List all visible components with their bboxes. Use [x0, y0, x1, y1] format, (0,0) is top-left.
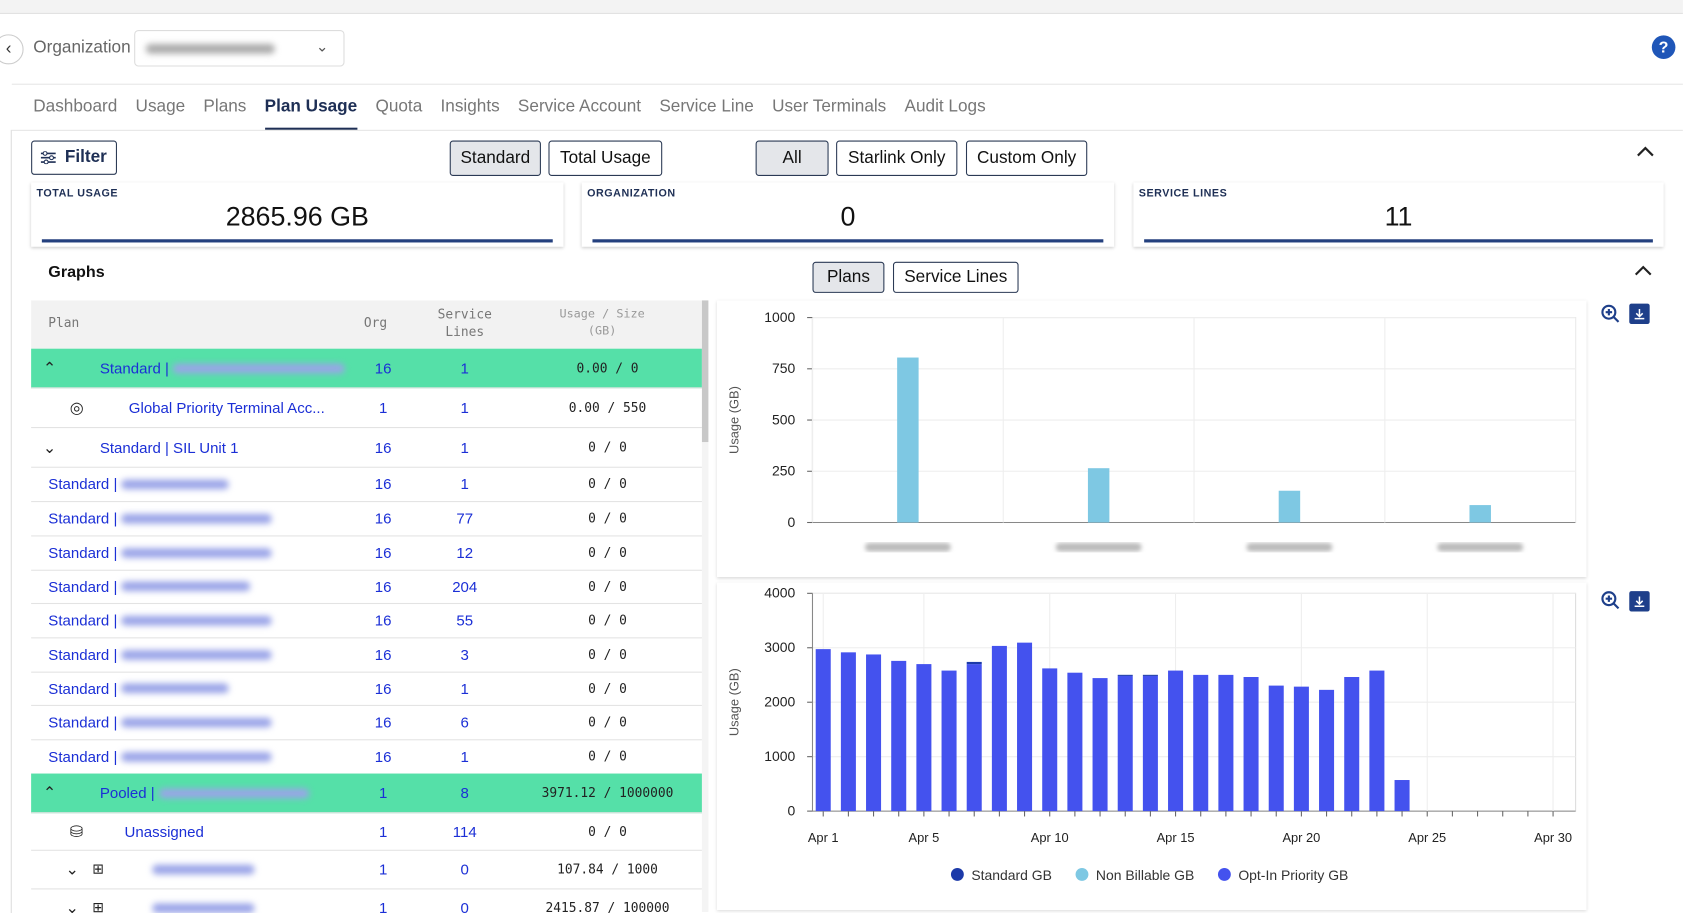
bar-segment — [916, 664, 931, 811]
legend-swatch — [1076, 868, 1089, 881]
bar-segment — [1269, 686, 1284, 812]
bar-segment — [1294, 687, 1309, 811]
y-tick-label: 500 — [772, 411, 796, 427]
bar-segment — [866, 654, 881, 811]
bar — [1088, 468, 1109, 522]
bar-segment — [841, 652, 856, 811]
x-tick-label: Apr 10 — [1031, 830, 1069, 845]
y-tick-label: 0 — [788, 802, 796, 818]
bar — [897, 358, 918, 523]
y-tick-label: 4000 — [764, 585, 795, 601]
blurred-category — [1056, 543, 1142, 552]
y-tick-label: 1000 — [764, 309, 795, 325]
legend-swatch — [1218, 868, 1231, 881]
bar — [1469, 505, 1490, 522]
bar-segment — [1395, 780, 1410, 811]
bar-segment — [1143, 675, 1158, 676]
bar-segment — [1093, 678, 1108, 811]
y-tick-label: 3000 — [764, 639, 795, 655]
bar-segment — [1168, 671, 1183, 812]
bar-segment — [1143, 676, 1158, 811]
bar-segment — [1369, 671, 1384, 812]
bar-segment — [967, 662, 982, 664]
bar-segment — [942, 671, 957, 812]
bar-segment — [967, 664, 982, 811]
y-axis-label: Usage (GB) — [726, 668, 741, 736]
download-icon[interactable] — [1629, 304, 1649, 324]
blurred-category — [1437, 543, 1523, 552]
zoom-icon[interactable] — [1602, 592, 1618, 608]
download-icon[interactable] — [1629, 591, 1649, 611]
y-tick-label: 2000 — [764, 694, 795, 710]
y-tick-label: 0 — [788, 514, 796, 530]
legend-swatch — [951, 868, 964, 881]
bar-segment — [1042, 668, 1057, 811]
y-tick-label: 1000 — [764, 748, 795, 764]
bar-segment — [1218, 675, 1233, 811]
legend-label: Non Billable GB — [1096, 867, 1194, 883]
x-tick-label: Apr 1 — [808, 830, 839, 845]
x-tick-label: Apr 15 — [1157, 830, 1195, 845]
bar-segment — [1118, 676, 1133, 811]
bar — [1279, 491, 1300, 523]
bar-segment — [891, 661, 906, 811]
bar-segment — [992, 646, 1007, 811]
bar-segment — [1067, 673, 1082, 811]
x-tick-label: Apr 30 — [1534, 830, 1572, 845]
bar-segment — [1193, 675, 1208, 811]
y-tick-label: 750 — [772, 360, 796, 376]
zoom-icon[interactable] — [1602, 306, 1618, 322]
x-tick-label: Apr 20 — [1282, 830, 1320, 845]
y-tick-label: 250 — [772, 463, 796, 479]
bar-segment — [1319, 690, 1334, 811]
bar-segment — [1244, 677, 1259, 811]
bar-segment — [1344, 677, 1359, 811]
x-tick-label: Apr 5 — [909, 830, 940, 845]
bar-segment — [1017, 643, 1032, 811]
blurred-category — [865, 543, 951, 552]
y-axis-label: Usage (GB) — [726, 386, 741, 454]
bar-segment — [1118, 675, 1133, 676]
legend-label: Standard GB — [971, 867, 1052, 883]
x-tick-label: Apr 25 — [1408, 830, 1446, 845]
blurred-category — [1247, 543, 1333, 552]
legend-label: Opt-In Priority GB — [1238, 867, 1348, 883]
bar-segment — [816, 649, 831, 811]
